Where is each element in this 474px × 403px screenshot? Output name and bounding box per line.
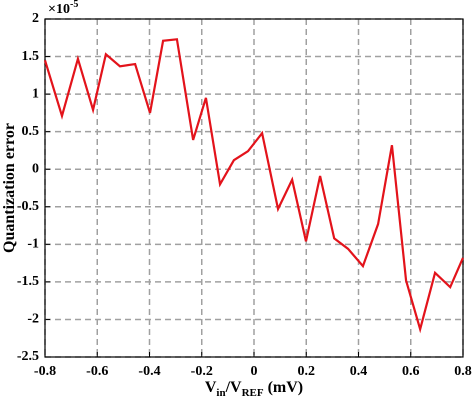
y-tick-label: 1	[32, 86, 39, 101]
x-axis-label-part: REF	[242, 387, 264, 399]
x-tick-label: -0.6	[86, 364, 108, 379]
y-scale-label: ×10-5	[48, 0, 78, 17]
x-tick-label: 0	[251, 364, 258, 379]
y-tick-label: -1	[27, 237, 39, 252]
y-tick-label: 2	[32, 11, 39, 26]
y-tick-label: -1.5	[17, 274, 39, 289]
x-tick-label: 0.6	[402, 364, 420, 379]
x-tick-label: -0.2	[191, 364, 213, 379]
plot-frame	[44, 18, 464, 358]
data-line	[43, 38, 465, 334]
x-tick-label: 0.2	[298, 364, 316, 379]
y-scale-exponent: -5	[70, 0, 78, 10]
x-tick-label: 0.4	[350, 364, 368, 379]
y-tick-label: 0	[32, 161, 39, 176]
x-tick-label: -0.8	[34, 364, 56, 379]
y-tick-label: 1.5	[22, 49, 40, 64]
x-axis-label-part: /V	[225, 379, 242, 396]
x-tick-label: -0.4	[138, 364, 160, 379]
y-tick-label: -2.5	[17, 349, 39, 364]
x-axis-label-part: (mV)	[264, 379, 304, 396]
y-tick-label: -0.5	[17, 199, 39, 214]
y-tick-label: -2	[27, 312, 39, 327]
x-tick-label: 0.8	[454, 364, 472, 379]
y-scale-base: ×10	[48, 2, 70, 17]
y-axis-label: Quantization error	[1, 123, 18, 253]
x-axis-label: Vin/VREF (mV)	[205, 379, 303, 399]
x-axis-label-part: V	[205, 379, 217, 396]
x-axis-label-part: in	[216, 387, 225, 399]
y-tick-label: 0.5	[22, 124, 40, 139]
